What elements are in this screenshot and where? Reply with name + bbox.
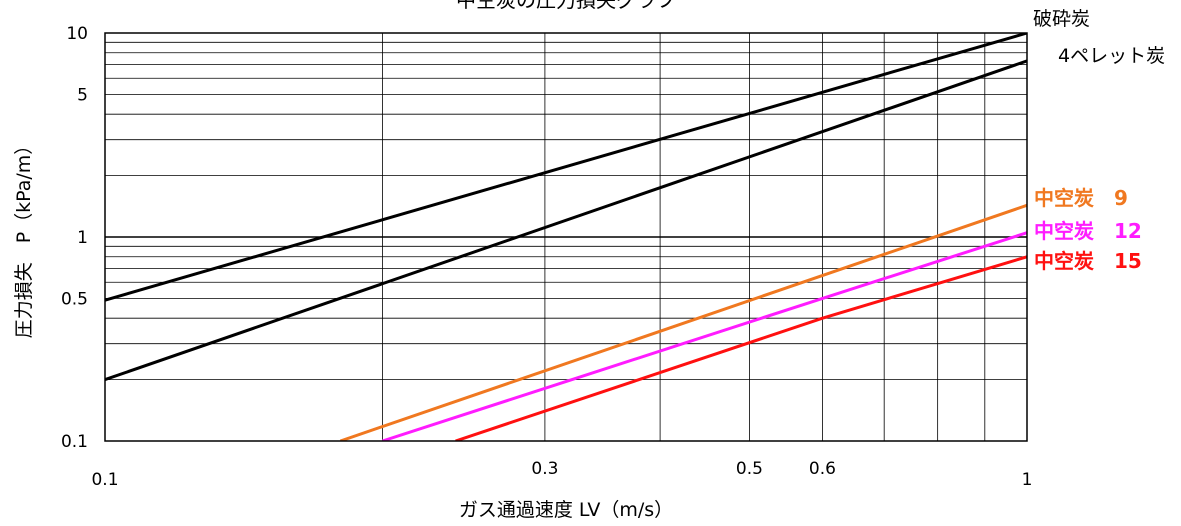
series-line-4 xyxy=(382,231,1027,441)
x-tick-label: 0.6 xyxy=(809,459,836,479)
x-tick-label: 0.5 xyxy=(736,459,763,479)
series-label-1: 破砕炭 xyxy=(1033,8,1090,30)
series-line-1 xyxy=(105,33,1027,302)
y-tick-label: 5 xyxy=(77,85,88,105)
y-tick-label: 0.5 xyxy=(61,289,88,309)
y-tick-label: 1 xyxy=(77,228,88,248)
y-tick-label: 0.1 xyxy=(61,432,88,452)
series-label-4: 中空炭 12 xyxy=(1034,219,1142,243)
chart-title: 中空炭の圧力損失グラフ xyxy=(456,0,676,12)
series-line-5 xyxy=(455,255,1027,441)
y-tick-labels: 0.1 0.5 1 5 10 xyxy=(61,24,88,452)
x-tick-labels: 0.1 0.3 0.5 0.6 1 xyxy=(91,459,1032,490)
series-label-3: 中空炭 9 xyxy=(1034,186,1128,210)
y-tick-label: 10 xyxy=(66,24,88,44)
x-tick-label: 0.3 xyxy=(531,459,558,479)
series-lines xyxy=(105,33,1027,441)
series-line-2 xyxy=(105,59,1027,382)
x-tick-label: 1 xyxy=(1022,470,1033,490)
series-label-5: 中空炭 15 xyxy=(1034,249,1142,273)
series-line-3 xyxy=(339,203,1027,441)
plot-frame xyxy=(104,32,1028,442)
series-label-2: 4ペレット炭 xyxy=(1058,45,1165,67)
x-tick-label: 0.1 xyxy=(91,470,118,490)
x-axis-label: ガス通過速度 LV（m/s） xyxy=(459,499,673,521)
grid xyxy=(105,33,1027,441)
y-axis-label: 圧力損失 P（kPa/m） xyxy=(13,136,35,339)
